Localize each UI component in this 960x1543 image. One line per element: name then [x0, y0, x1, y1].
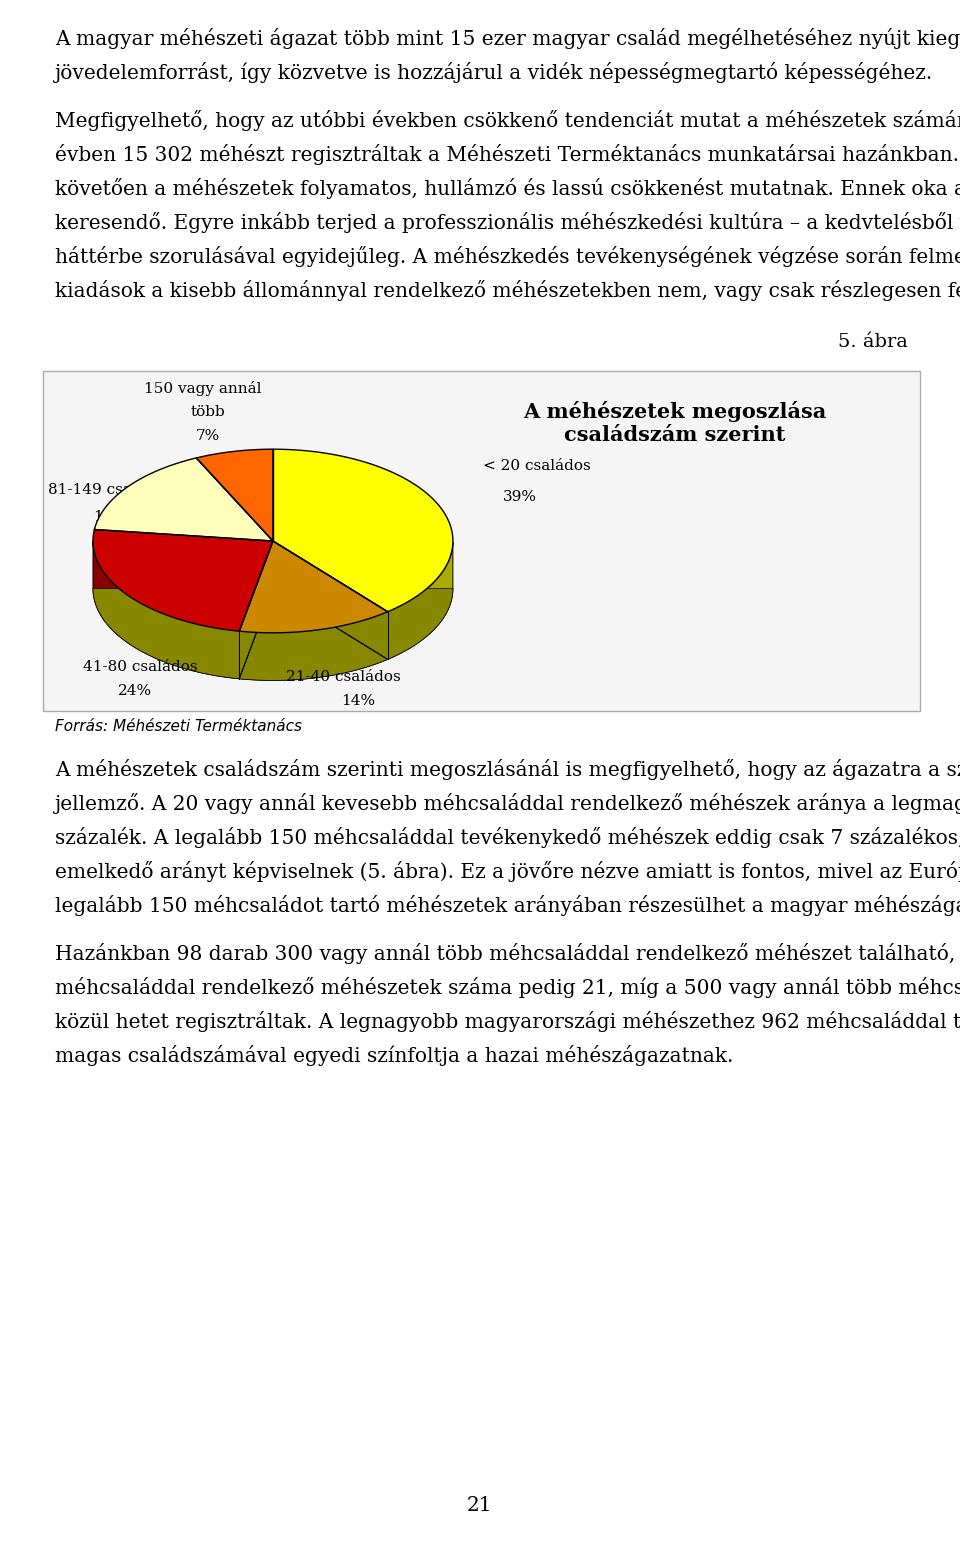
Text: százalék. A legalább 150 méhcsaláddal tevékenykedő méhészek eddig csak 7 százalé: százalék. A legalább 150 méhcsaláddal te…	[55, 827, 960, 849]
Text: 21: 21	[468, 1497, 492, 1515]
Text: 14%: 14%	[341, 694, 375, 708]
Text: A magyar méhészeti ágazat több mint 15 ezer magyar család megélhetéséhez nyújt k: A magyar méhészeti ágazat több mint 15 e…	[55, 28, 960, 49]
Text: közül hetet regisztráltak. A legnagyobb magyarországi méhészethez 962 méhcsaládd: közül hetet regisztráltak. A legnagyobb …	[55, 1011, 960, 1032]
Text: 5. ábra: 5. ábra	[838, 333, 908, 350]
Polygon shape	[239, 542, 388, 633]
Text: Megfigyelhető, hogy az utóbbi években csökkenő tendenciát mutat a méhészetek szá: Megfigyelhető, hogy az utóbbi években cs…	[55, 110, 960, 131]
Text: A méhészetek megoszlása: A méhészetek megoszlása	[523, 401, 826, 421]
Text: legalább 150 méhcsaládot tartó méhészetek arányában részesülhet a magyar méhészá: legalább 150 méhcsaládot tartó méhészete…	[55, 895, 960, 917]
Text: emelkedő arányt képviselnek (5. ábra). Ez a jövőre nézve amiatt is fontos, mivel: emelkedő arányt képviselnek (5. ábra). E…	[55, 861, 960, 883]
Text: keresendő. Egyre inkább terjed a professzionális méhészkedési kultúra – a kedvte: keresendő. Egyre inkább terjed a profess…	[55, 211, 960, 233]
Polygon shape	[273, 449, 453, 611]
Text: háttérbe szorulásával egyidejűleg. A méhészkedés tevékenységének végzése során f: háttérbe szorulásával egyidejűleg. A méh…	[55, 245, 960, 267]
Text: 16%: 16%	[93, 511, 127, 525]
Text: 21-40 családos: 21-40 családos	[285, 670, 400, 684]
Text: Hazánkban 98 darab 300 vagy annál több méhcsaláddal rendelkező méhészet találhat: Hazánkban 98 darab 300 vagy annál több m…	[55, 943, 960, 964]
Text: jövedelemforrást, így közvetve is hozzájárul a vidék népességmegtartó képességéh: jövedelemforrást, így közvetve is hozzáj…	[55, 62, 933, 83]
Text: 7%: 7%	[196, 429, 220, 443]
Text: családszám szerint: családszám szerint	[564, 424, 785, 444]
Text: A méhészetek családszám szerinti megoszlásánál is megfigyelhető, hogy az ágazatr: A méhészetek családszám szerinti megoszl…	[55, 759, 960, 781]
Text: évben 15 302 méhészt regisztráltak a Méhészeti Terméktanács munkatársai hazánkba: évben 15 302 méhészt regisztráltak a Méh…	[55, 143, 960, 165]
Polygon shape	[93, 588, 453, 680]
Text: magas családszámával egyedi színfoltja a hazai méhészágazatnak.: magas családszámával egyedi színfoltja a…	[55, 1045, 733, 1066]
Text: 41-80 családos: 41-80 családos	[83, 660, 198, 674]
Polygon shape	[93, 529, 273, 631]
Polygon shape	[239, 611, 388, 680]
Polygon shape	[93, 542, 239, 679]
Text: méhcsaláddal rendelkező méhészetek száma pedig 21, míg a 500 vagy annál több méh: méhcsaláddal rendelkező méhészetek száma…	[55, 977, 960, 998]
Text: 81-149 családos: 81-149 családos	[48, 483, 173, 497]
Text: 39%: 39%	[503, 489, 537, 505]
Polygon shape	[197, 449, 273, 542]
Text: jellemző. A 20 vagy annál kevesebb méhcsaláddal rendelkező méhészek aránya a leg: jellemző. A 20 vagy annál kevesebb méhcs…	[55, 793, 960, 815]
Text: 24%: 24%	[118, 684, 152, 697]
Text: Forrás: Méhészeti Terméktanács: Forrás: Méhészeti Terméktanács	[55, 719, 302, 734]
Polygon shape	[94, 458, 273, 542]
Text: < 20 családos: < 20 családos	[483, 460, 590, 474]
Text: 150 vagy annál: 150 vagy annál	[144, 381, 262, 395]
Text: követően a méhészetek folyamatos, hullámzó és lassú csökkenést mutatnak. Ennek o: követően a méhészetek folyamatos, hullám…	[55, 177, 960, 199]
Text: több: több	[191, 404, 226, 418]
Polygon shape	[388, 542, 453, 659]
Text: kiadások a kisebb állománnyal rendelkező méhészetekben nem, vagy csak részlegese: kiadások a kisebb állománnyal rendelkező…	[55, 279, 960, 301]
FancyBboxPatch shape	[43, 370, 920, 711]
